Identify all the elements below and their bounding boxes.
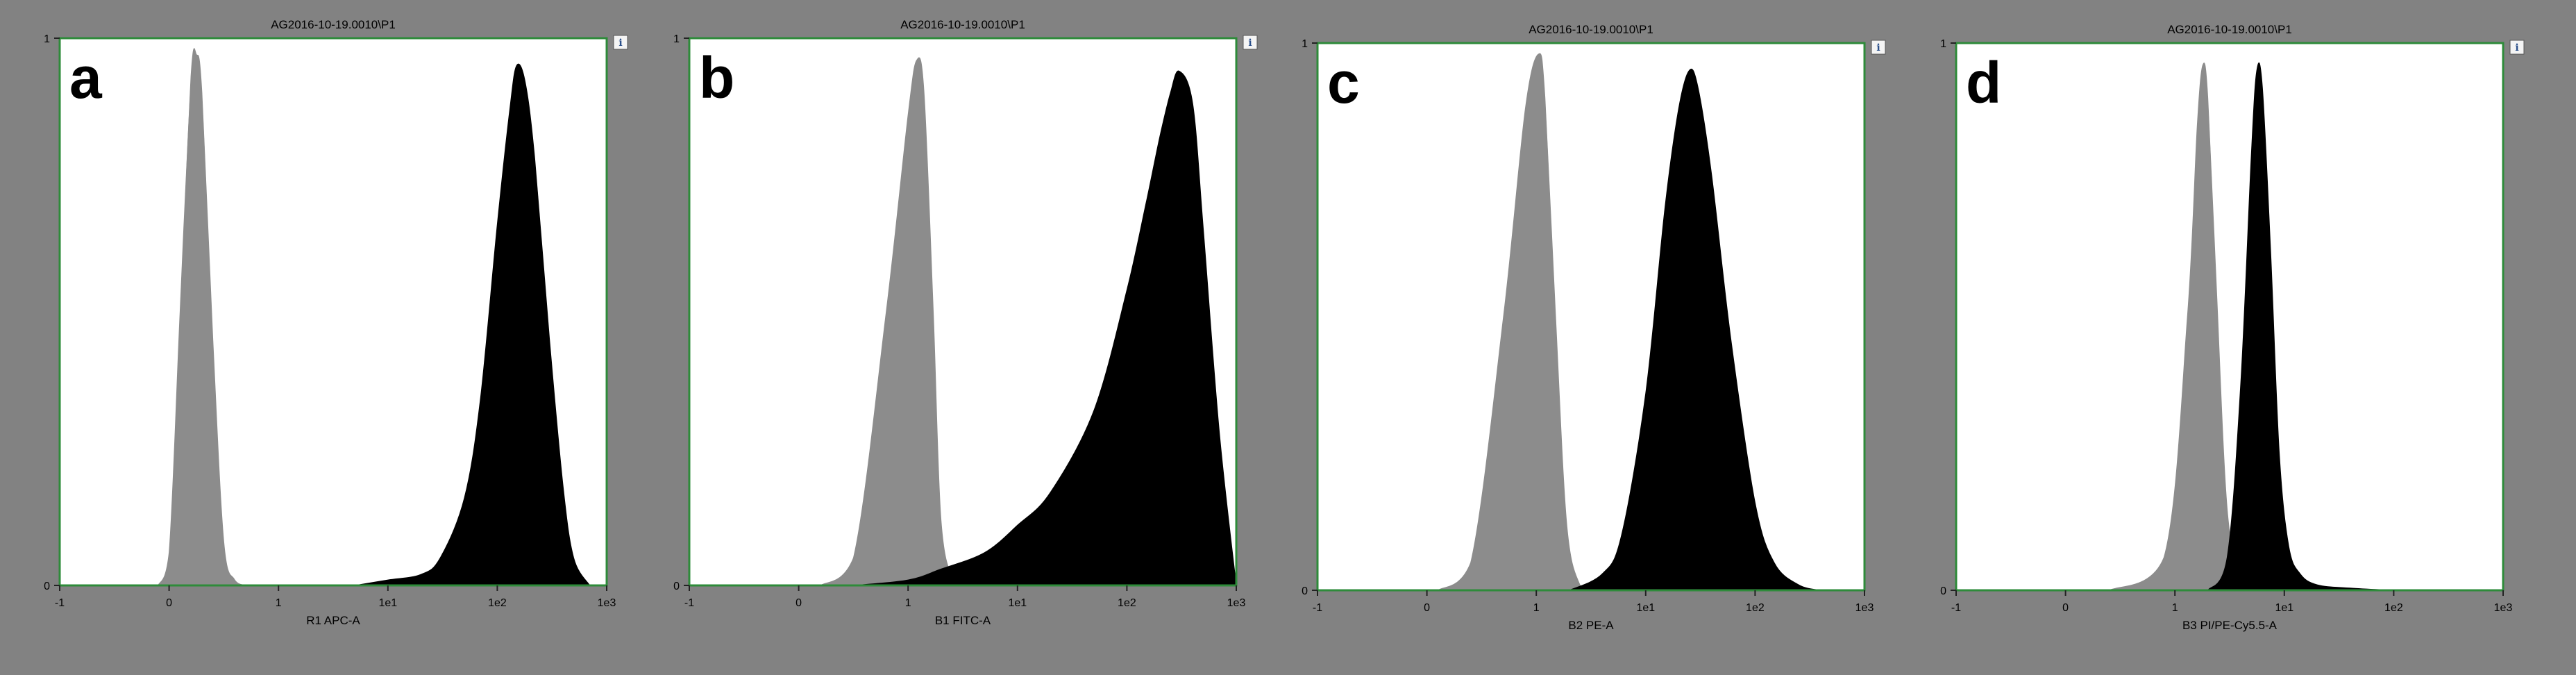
x-tick-label: 1 [2172,602,2178,614]
chart-panel-c: AG2016-10-19.0010\P1 i -1 0 1 1e1 1e2 1e3 0 1 B2 P… [1302,23,1886,632]
plot-border [688,37,1238,587]
x-tick-label: 1e3 [598,597,616,609]
y-tick-label: 1 [1940,38,1946,50]
x-tick-label: 1e2 [488,597,507,609]
chart-panel-b: AG2016-10-19.0010\P1 i -1 0 1 1e1 1e2 1e3 0 1 B1 F… [673,18,1258,627]
panel-letter: c [1327,50,1360,115]
chart-title: AG2016-10-19.0010\P1 [1529,23,1653,36]
chart-panel-d: AG2016-10-19.0010\P1 i -1 0 1 1e1 1e2 1e3 0 1 B3 P… [1940,23,2525,632]
chart-panel-a: AG2016-10-19.0010\P1 i -1 0 1 1e1 1e2 1e3 0 1 R1 A… [44,18,628,627]
x-tick-label: 1e1 [1636,602,1655,614]
histogram-series-2 [853,70,1237,586]
x-axis-label: R1 APC-A [306,614,360,627]
x-tick-label: 1e1 [378,597,397,609]
info-icon[interactable]: i [2509,40,2525,55]
y-tick-label: 0 [44,581,50,592]
plot-area [1955,42,2505,592]
plot-area [1316,42,1866,592]
x-tick-label: -1 [55,597,65,609]
histogram-series-1 [2107,62,2253,591]
info-icon-box[interactable] [1243,35,1258,50]
y-tick-label: 0 [673,581,680,592]
info-icon-label[interactable]: i [1248,38,1252,49]
y-tick-label: 0 [1302,585,1308,597]
x-tick-label: 1e2 [1746,602,1765,614]
x-tick-label: 0 [1424,602,1430,614]
y-tick-label: 1 [1302,38,1308,50]
x-tick-label: -1 [1951,602,1961,614]
x-tick-label: 1 [1533,602,1540,614]
panel-letter: d [1966,50,2001,115]
info-icon[interactable]: i [613,35,628,50]
x-tick-label: -1 [1313,602,1322,614]
x-axis-label: B3 PI/PE-Cy5.5-A [2182,619,2278,632]
x-axis-label: B1 FITC-A [935,614,991,627]
y-tick-label: 1 [44,33,50,45]
x-tick-label: -1 [684,597,694,609]
plot-border [58,37,608,587]
x-tick-label: 1e1 [1008,597,1027,609]
plot-border [1955,42,2505,592]
x-tick-label: 1e2 [1118,597,1136,609]
chart-title: AG2016-10-19.0010\P1 [271,18,396,31]
chart-title: AG2016-10-19.0010\P1 [900,18,1025,31]
info-icon[interactable]: i [1871,40,1886,55]
x-tick-label: 1e3 [1855,602,1874,614]
x-tick-label: 1 [276,597,282,609]
histogram-series-2 [2207,62,2394,591]
info-icon-label[interactable]: i [618,38,622,49]
x-tick-label: 1 [905,597,911,609]
info-icon-label[interactable]: i [2515,42,2518,53]
info-icon-box[interactable] [1871,40,1886,55]
x-tick-label: 0 [166,597,172,609]
histogram-series-1 [819,57,968,586]
info-icon-box[interactable] [613,35,628,50]
x-axis-label: B2 PE-A [1568,619,1614,632]
x-tick-label: 0 [795,597,802,609]
histogram-series-2 [1569,68,1821,591]
chart-title: AG2016-10-19.0010\P1 [2167,23,2292,36]
x-tick-label: 1e3 [1227,597,1246,609]
histogram-series-2 [355,63,591,586]
y-tick-label: 1 [673,33,680,45]
panel-letter: a [69,45,103,110]
x-tick-label: 0 [2062,602,2069,614]
histogram-series-1 [1437,53,1592,591]
histogram-series-1 [158,48,246,586]
x-tick-label: 1e3 [2494,602,2513,614]
x-tick-label: 1e2 [2384,602,2403,614]
panel-letter: b [699,45,734,110]
x-tick-label: 1e1 [2275,602,2293,614]
plot-border [1316,42,1866,592]
info-icon-box[interactable] [2509,40,2525,55]
info-icon-label[interactable]: i [1876,42,1880,53]
info-icon[interactable]: i [1243,35,1258,50]
y-tick-label: 0 [1940,585,1946,597]
